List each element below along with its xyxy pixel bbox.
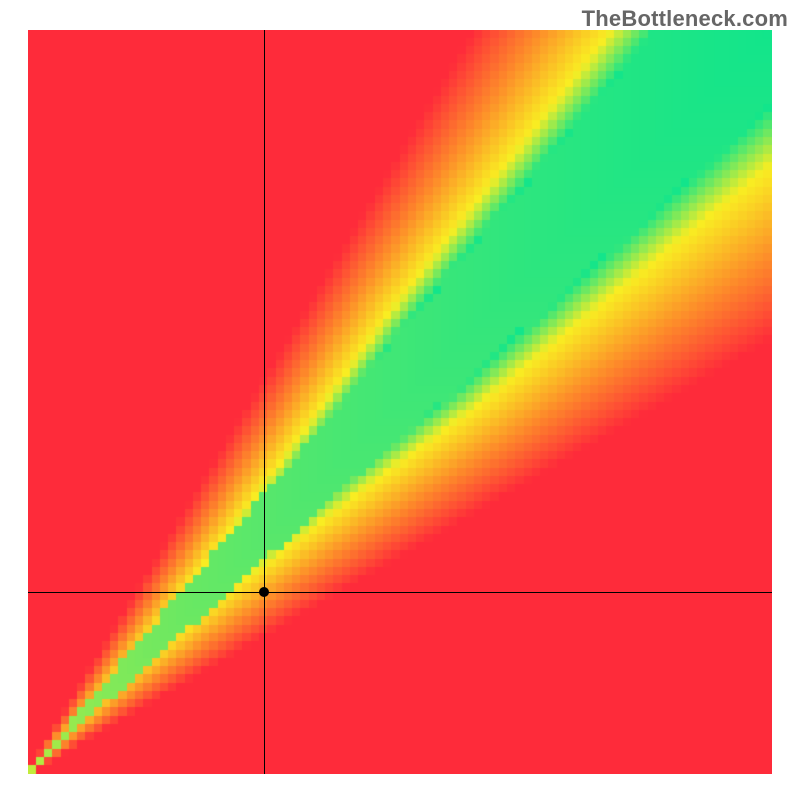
crosshair-horizontal <box>28 592 772 593</box>
crosshair-vertical <box>264 30 265 774</box>
watermark-text: TheBottleneck.com <box>582 6 788 32</box>
heatmap-plot <box>28 30 772 774</box>
crosshair-point <box>259 587 269 597</box>
heatmap-canvas <box>28 30 772 774</box>
